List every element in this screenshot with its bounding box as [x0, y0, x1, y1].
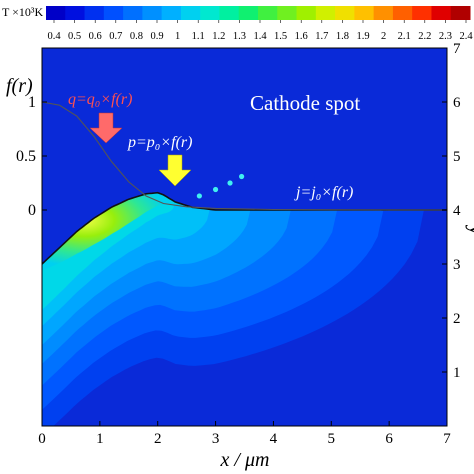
x-tick-label: 7 [443, 431, 451, 447]
colorbar-tick-label: 0.4 [47, 31, 61, 42]
pressure-arrow [158, 154, 192, 187]
colorbar-swatch [200, 6, 220, 20]
colorbar-tick-label: 1.7 [315, 31, 328, 42]
colorbar-tick-label: 1.1 [192, 31, 205, 42]
right-tick-label: 3 [453, 257, 461, 273]
colorbar-swatch [392, 6, 413, 20]
colorbar-swatch [103, 6, 124, 20]
left-tick-label: 0.5 [16, 148, 36, 165]
colorbar-tick-label: 1.6 [295, 31, 308, 42]
colorbar-swatch [180, 6, 201, 20]
colorbar-swatch [65, 6, 86, 20]
x-axis-label: x / μm [220, 449, 270, 471]
droplet [239, 173, 245, 180]
colorbar-tick-label: 0.9 [150, 31, 163, 42]
heat-flux-arrow [89, 112, 123, 144]
f-curve-line [42, 101, 447, 211]
left-tick-label: 0 [28, 202, 36, 219]
colorbar-tick-label: 0.5 [68, 31, 81, 42]
droplets [196, 173, 245, 199]
left-tick-label: 1 [28, 94, 36, 111]
colorbar-tick-label: 0.6 [89, 31, 102, 42]
droplet [227, 180, 233, 186]
droplet [212, 186, 219, 193]
plot-area [41, 47, 448, 427]
right-tick-label: 4 [453, 203, 461, 219]
colorbar-tick-label: 1.3 [233, 31, 246, 42]
x-tick-label: 1 [96, 431, 104, 447]
x-tick-label: 3 [212, 431, 220, 447]
p-formula: p=p₀×f(r) [127, 134, 192, 151]
colorbar-swatch [123, 6, 143, 20]
colorbar-swatch [46, 6, 66, 20]
colorbar-tick-label: 2.2 [418, 31, 431, 42]
right-axis-ticks: 1 2 3 4 5 6 7 [442, 41, 461, 381]
colorbar-swatch [238, 6, 259, 20]
colorbar-unit-label: T ×10³K [2, 5, 43, 19]
colorbar-tick-label: 1.5 [274, 31, 287, 42]
colorbar-swatch [161, 6, 182, 20]
x-axis-ticks: 0 1 2 3 4 5 6 7 [38, 421, 451, 447]
colorbar-swatch [373, 6, 394, 20]
plot-frame [41, 47, 448, 427]
droplet [196, 193, 202, 199]
colorbar-tick-label: 2.1 [398, 31, 411, 42]
left-axis-label: f(r) [6, 75, 33, 97]
right-tick-label: 6 [453, 95, 461, 111]
colorbar-tick-label: 2.4 [459, 31, 473, 42]
colorbar-swatch [258, 6, 278, 20]
colorbar-tick-label: 0.8 [130, 31, 143, 42]
hot-zone [42, 192, 184, 271]
colorbar-tick-label: 1 [175, 31, 180, 42]
right-axis-label: y [465, 225, 474, 236]
colorbar-tick-label: 2 [381, 31, 386, 42]
x-tick-label: 4 [270, 431, 278, 447]
left-axis-ticks: 10.50 [16, 94, 47, 219]
right-tick-label: 5 [453, 149, 461, 165]
colorbar-tick-label: 1.4 [253, 31, 267, 42]
x-tick-label: 5 [328, 431, 336, 447]
right-tick-label: 7 [453, 41, 461, 57]
colorbar-swatch [219, 6, 240, 20]
colorbar-tick-label: 1.8 [336, 31, 349, 42]
contour-band [42, 192, 176, 310]
colorbar-tick-label: 0.7 [109, 31, 122, 42]
colorbar-tick-label: 1.2 [212, 31, 225, 42]
right-tick-label: 1 [453, 365, 461, 381]
j-formula: j=j₀×f(r) [294, 184, 353, 201]
colorbar-tick-label: 1.9 [356, 31, 369, 42]
colorbar-swatch [84, 6, 105, 20]
colorbar-swatch [354, 6, 375, 20]
colorbar-swatch [142, 6, 163, 20]
cathode-spot-label: Cathode spot [250, 91, 360, 115]
right-tick-label: 2 [453, 311, 461, 327]
colorbar-swatch [296, 6, 317, 20]
q-formula: q=q₀×f(r) [68, 91, 132, 108]
colorbar-swatch [277, 6, 298, 20]
x-tick-label: 2 [154, 431, 162, 447]
x-tick-label: 0 [38, 431, 46, 447]
colorbar-swatch [412, 6, 432, 20]
colorbar-swatch [450, 6, 471, 20]
colorbar-swatch [335, 6, 355, 20]
colorbar-swatch [315, 6, 336, 20]
x-tick-label: 6 [385, 431, 393, 447]
colorbar: T ×10³K 0.4 0.5 0.6 0.7 0.8 0.9 1 1.1 1.2 1.3 1.4 1… [2, 5, 473, 42]
colorbar-tick-label: 2.3 [439, 31, 452, 42]
colorbar-swatch [431, 6, 452, 20]
